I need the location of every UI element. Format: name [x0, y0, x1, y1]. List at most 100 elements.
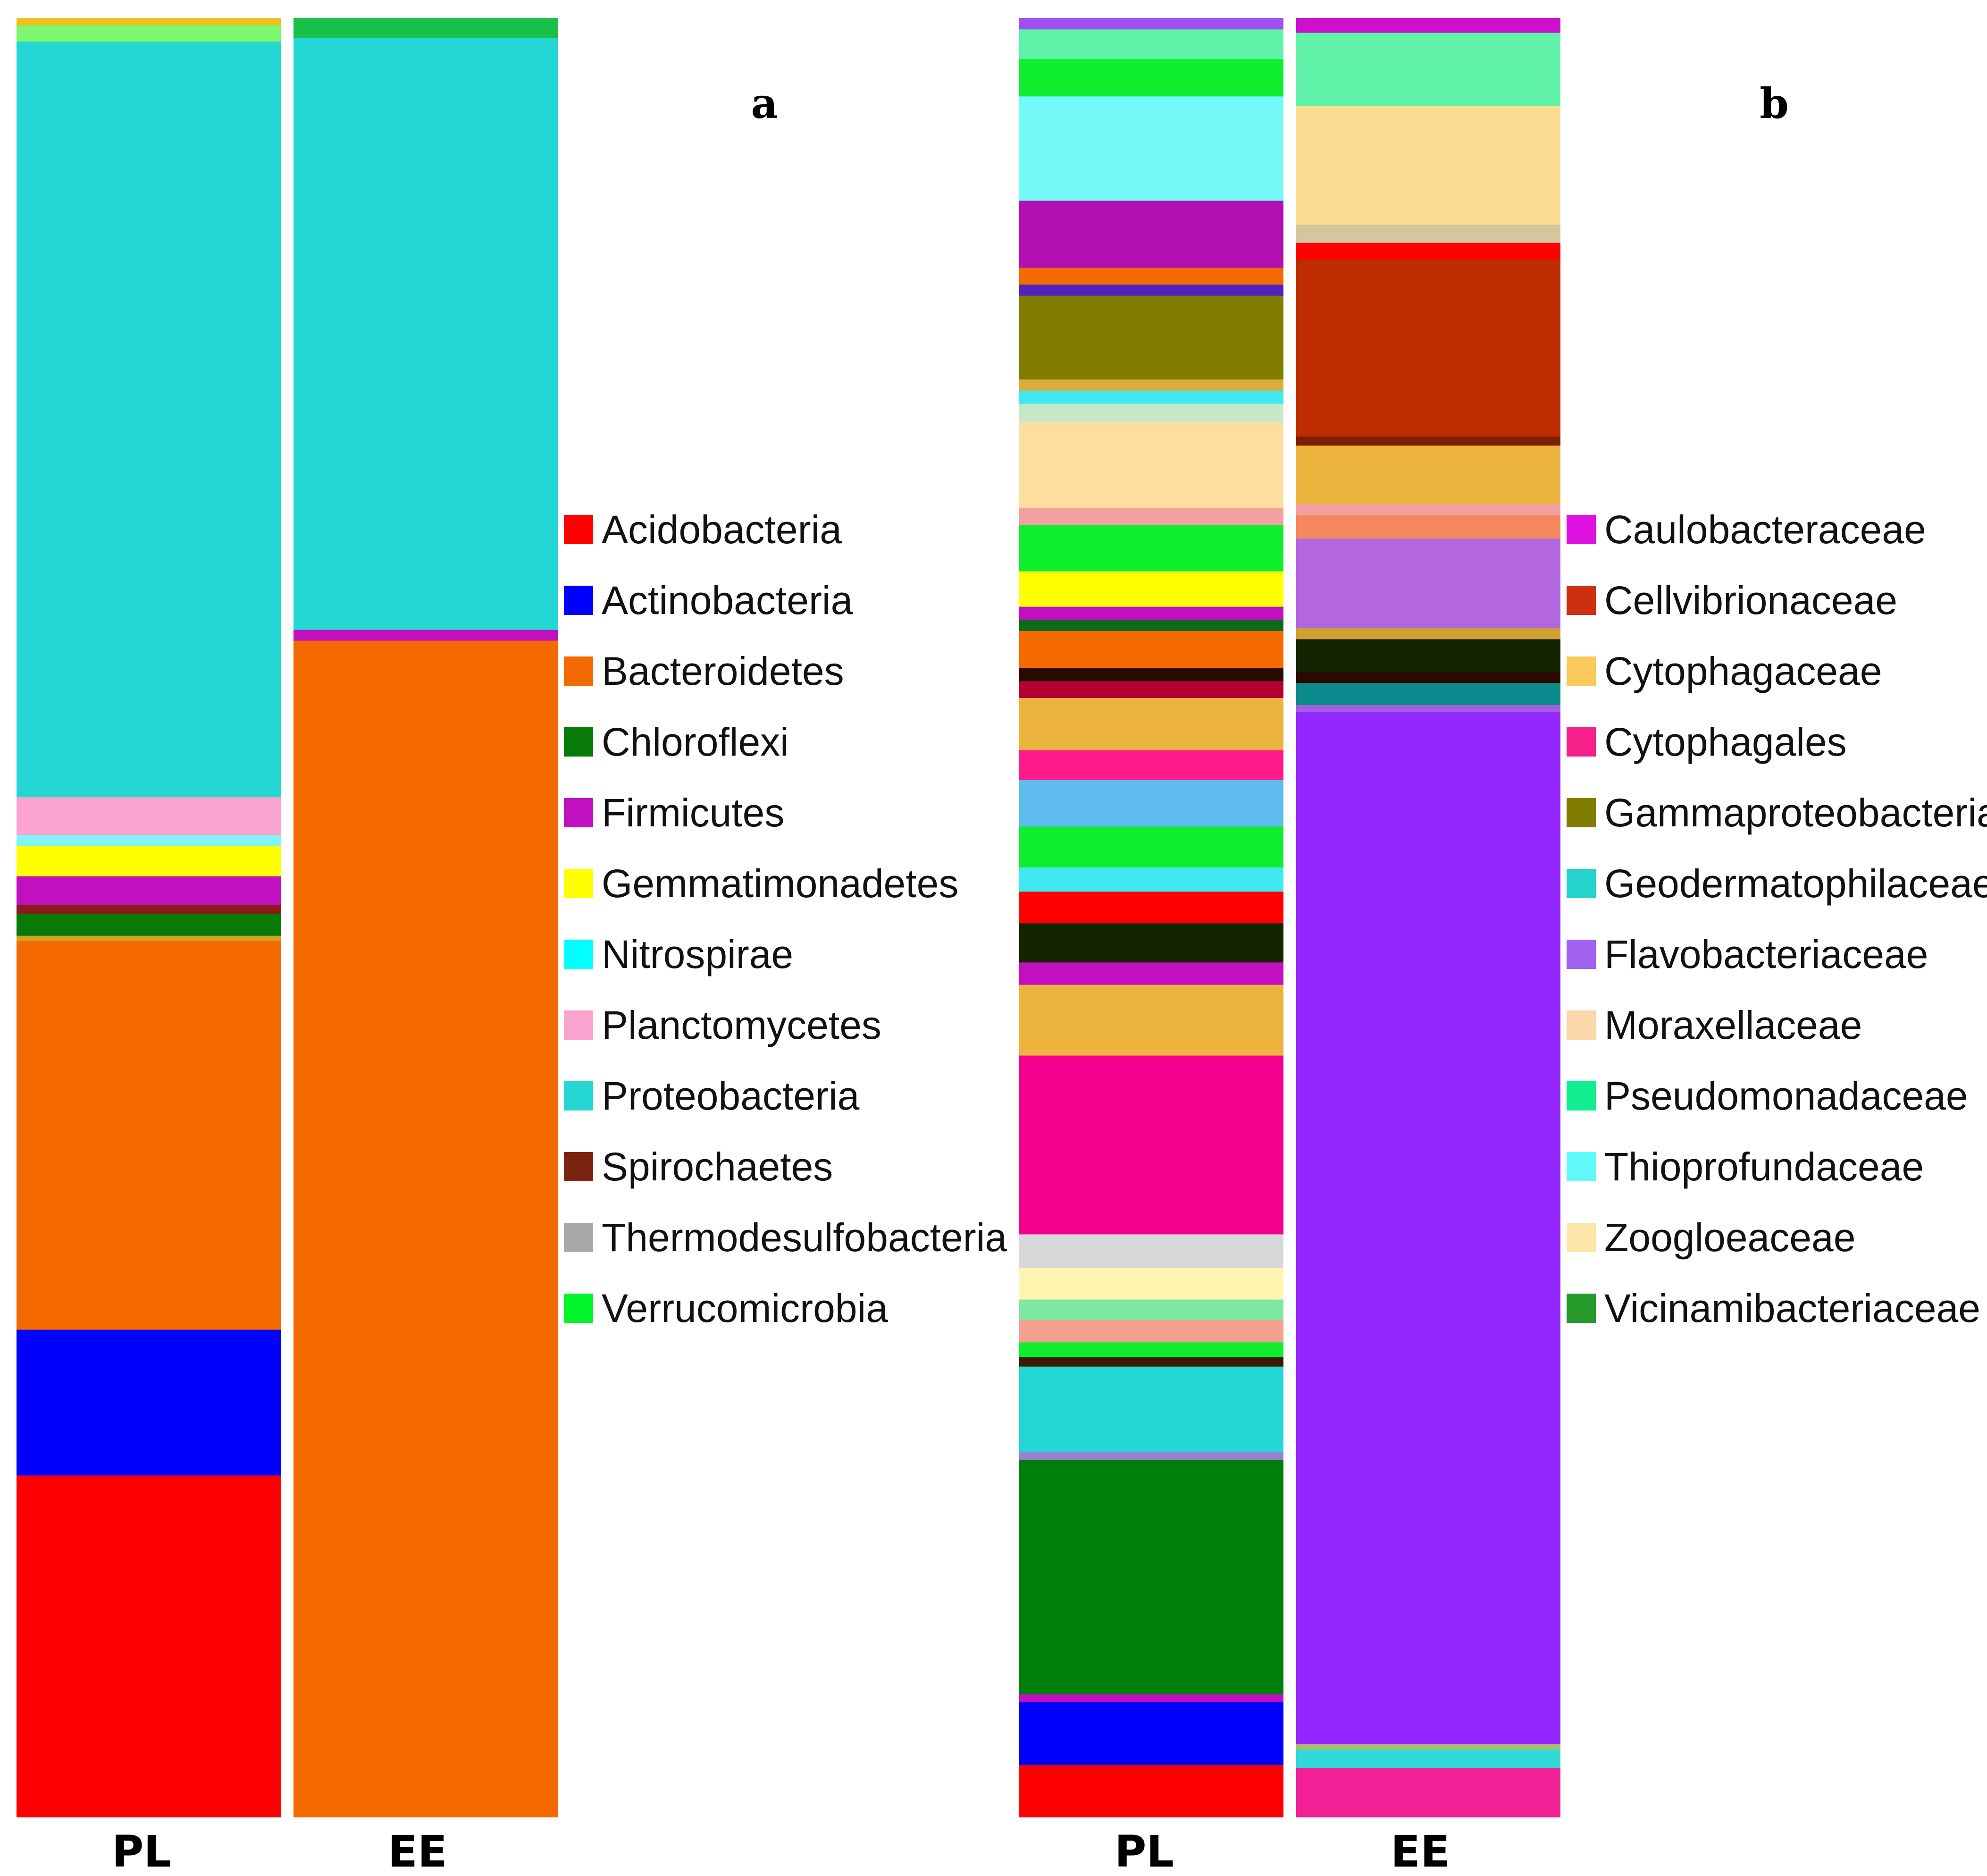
bar-segment-pl-1 [1019, 1701, 1283, 1766]
bar-segment-pl-14 [1019, 962, 1283, 985]
bar-segment-pl-26 [1019, 606, 1283, 620]
bar-segment-pl-2 [17, 941, 281, 1330]
legend-swatch [1567, 1223, 1596, 1252]
bar-segment-pl-23 [1019, 668, 1283, 681]
bar-segment-ee-15 [1296, 243, 1560, 260]
bar-segment-pl-21 [1019, 698, 1283, 750]
legend-label: Spirochaetes [602, 1144, 833, 1189]
bar-segment-ee-2 [293, 37, 558, 630]
legend-label: Bacteroidetes [602, 649, 844, 693]
legend-swatch [564, 727, 593, 757]
bar-segment-pl-22 [1019, 681, 1283, 698]
bar-segment-pl-7 [1019, 1342, 1283, 1357]
legend-swatch [1567, 798, 1596, 827]
legend-label: Proteobacteria [602, 1074, 860, 1118]
legend-swatch [564, 940, 593, 969]
legend-swatch [1567, 727, 1596, 757]
bar-segment-ee-1 [293, 630, 558, 641]
bar-segment-ee-3 [293, 18, 558, 38]
bar-segment-pl-6 [1019, 1357, 1283, 1367]
bar-segment-pl-37 [1019, 200, 1283, 268]
legend-label: Planctomycetes [602, 1003, 881, 1047]
bar-segment-pl-25 [1019, 619, 1283, 631]
legend-swatch [1567, 656, 1596, 686]
bar-segment-pl-2 [1019, 1694, 1283, 1702]
legend-label: Acidobacteria [602, 507, 842, 552]
bar-segment-pl-7 [17, 845, 281, 876]
panel-b-legend: Caulobacteraceae Cellvibrionaceae Cytophag… [1567, 507, 1987, 1330]
legend-swatch [1567, 869, 1596, 898]
panel-label-a: a [751, 79, 778, 128]
legend-label: Cytophagales [1604, 720, 1847, 764]
bar-segment-pl-35 [1019, 284, 1283, 296]
legend-label: Cellvibrionaceae [1604, 578, 1897, 623]
legend-label: Nitrospirae [602, 932, 793, 976]
bar-segment-pl-5 [1019, 1366, 1283, 1453]
bar-segment-pl-19 [1019, 779, 1283, 827]
bar-segment-ee-13 [1296, 436, 1560, 446]
legend-label: Firmicutes [602, 791, 784, 835]
bar-segment-pl-32 [1019, 390, 1283, 404]
panel-label-b: b [1760, 79, 1789, 128]
bar-segment-ee-12 [1296, 445, 1560, 505]
bar-segment-pl-15 [1019, 923, 1283, 963]
panel-b-bars [1019, 18, 1560, 1817]
legend-swatch [1567, 586, 1596, 615]
legend-swatch [564, 1081, 593, 1110]
panel-b: b PL EE Caulobacteraceae Cellvibrionaceae… [1019, 18, 1987, 1876]
bar-segment-ee-9 [1296, 538, 1560, 629]
bar-segment-pl-31 [1019, 403, 1283, 422]
legend-swatch [1567, 1152, 1596, 1181]
bar-segment-pl-4 [17, 914, 281, 936]
bar-segment-ee-10 [1296, 514, 1560, 539]
legend-label: Zoogloeaceae [1604, 1215, 1855, 1260]
bar-segment-pl-0 [1019, 1765, 1283, 1817]
legend-label: Vicinamibacteriaceae [1604, 1286, 1980, 1330]
legend-swatch [1567, 940, 1596, 969]
bar-segment-ee-18 [1296, 32, 1560, 106]
legend-label: Flavobacteriaceae [1604, 932, 1928, 976]
tick-label: EE [1391, 1826, 1450, 1876]
bar-segment-ee-8 [1296, 628, 1560, 639]
legend-swatch [1567, 1081, 1596, 1110]
bar-segment-ee-0 [1296, 1767, 1560, 1817]
bar-segment-ee-0 [293, 640, 558, 1817]
legend-label: Verrucomicrobia [602, 1286, 888, 1330]
bar-segment-pl-3 [17, 935, 281, 942]
bar-segment-pl-3 [1019, 1459, 1283, 1695]
bar-segment-pl-40 [1019, 29, 1283, 59]
bar-segment-ee-1 [1296, 1749, 1560, 1768]
bar-segment-ee-17 [1296, 105, 1560, 225]
bar-segment-pl-12 [1019, 1055, 1283, 1235]
panel-a-legend: Acidobacteria Actinobacteria Bacteroidetes… [564, 507, 1007, 1330]
legend-label: Gammaproteobacteria [1604, 791, 1987, 835]
legend-swatch [564, 1152, 593, 1181]
legend-swatch [564, 1223, 593, 1252]
bar-segment-ee-11 [1296, 504, 1560, 515]
bar-segment-pl-27 [1019, 571, 1283, 607]
legend-label: Geodermatophilaceae [1604, 861, 1987, 906]
bar-segment-pl-1 [17, 1329, 281, 1476]
legend-label: Caulobacteraceae [1604, 507, 1926, 552]
bar-segment-pl-13 [1019, 984, 1283, 1056]
bar-segment-ee-19 [1296, 18, 1560, 33]
bar-segment-ee-3 [1296, 712, 1560, 1744]
bar-segment-pl-11 [1019, 1234, 1283, 1268]
bar-segment-pl-0 [17, 1475, 281, 1817]
bar-segment-pl-30 [1019, 422, 1283, 508]
legend-swatch [564, 869, 593, 898]
tick-label: PL [112, 1826, 171, 1876]
bar-segment-pl-8 [1019, 1320, 1283, 1343]
legend-label: Thermodesulfobacteria [602, 1215, 1007, 1260]
bar-segment-pl-16 [1019, 891, 1283, 924]
legend-swatch [1567, 515, 1596, 544]
bar-segment-pl-12 [17, 18, 281, 25]
legend-label: Moraxellaceae [1604, 1003, 1862, 1047]
bar-segment-pl-5 [17, 905, 281, 914]
bar-segment-pl-41 [1019, 18, 1283, 30]
bar-segment-pl-38 [1019, 96, 1283, 201]
tick-label: EE [388, 1826, 447, 1876]
bar-segment-ee-2 [1296, 1744, 1560, 1750]
tick-label: PL [1115, 1826, 1174, 1876]
legend-label: Gemmatimonadetes [602, 861, 958, 906]
